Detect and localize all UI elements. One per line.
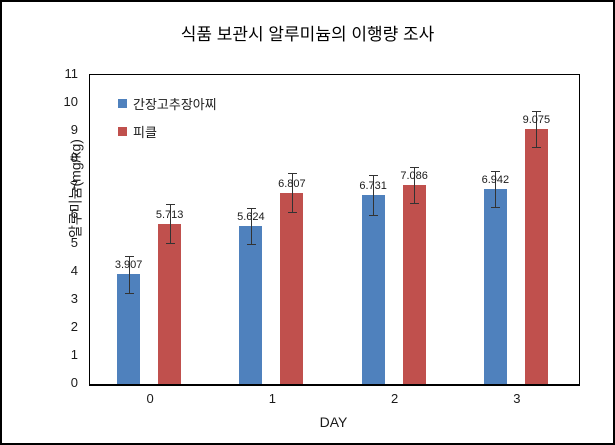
x-tick-label: 1: [268, 391, 276, 406]
error-bar-cap: [532, 110, 542, 112]
x-tick-label: 3: [513, 391, 521, 406]
value-label: 5.713: [155, 208, 184, 221]
error-bar-cap: [491, 170, 501, 172]
y-tick-label: 9: [70, 122, 78, 138]
bar-간장고추장아찌-day3: [483, 189, 507, 384]
error-bar-cap: [287, 173, 297, 175]
value-label: 6.731: [359, 179, 387, 192]
error-bar-cap: [369, 214, 379, 216]
legend-label: 간장고추장아찌: [133, 97, 217, 112]
value-label: 9.075: [522, 114, 551, 127]
bar-간장고추장아찌-day2: [361, 194, 385, 384]
plot-area: 간장고추장아찌 피클 3.907 5.624 6.731 6.942 5.713 6.80…: [89, 74, 580, 386]
error-bar-cap: [287, 212, 297, 214]
y-tick-label: 6: [70, 206, 78, 222]
error-bar: [536, 110, 538, 148]
y-tick-label: 2: [70, 318, 78, 334]
y-tick-label: 3: [70, 290, 78, 306]
y-tick-label: 1: [70, 346, 78, 362]
x-tick-label: 2: [391, 391, 399, 406]
bar-피클-day0: [158, 223, 182, 384]
error-bar-cap: [491, 207, 501, 209]
chart-title: 식품 보관시 알루미늄의 이행량 조사: [180, 25, 435, 44]
error-bar: [373, 175, 375, 215]
bar-피클-day3: [524, 129, 548, 384]
error-bar-cap: [532, 147, 542, 149]
error-bar-cap: [410, 166, 420, 168]
value-label: 5.624: [237, 211, 265, 224]
error-bar: [291, 173, 293, 213]
error-bar: [128, 255, 130, 293]
bar-간장고추장아찌-day0: [117, 274, 141, 384]
legend-swatch-icon: [118, 99, 127, 108]
bar-피클-day1: [280, 192, 304, 384]
value-label: 3.907: [114, 259, 143, 272]
error-bar-cap: [369, 175, 379, 177]
y-tick-label: 10: [63, 94, 78, 110]
y-tick-label: 4: [70, 262, 78, 278]
error-bar: [169, 203, 171, 244]
y-tick-label: 5: [70, 234, 78, 250]
value-label: 6.942: [481, 173, 510, 186]
y-tick-label: 8: [70, 150, 78, 166]
error-bar: [250, 207, 252, 245]
bar-간장고추장아찌-day1: [239, 226, 263, 384]
error-bar: [414, 166, 416, 204]
x-axis-title: DAY: [319, 414, 348, 430]
value-label: 6.807: [278, 177, 306, 190]
y-tick-label: 0: [70, 375, 78, 390]
y-tick-label: 11: [64, 66, 79, 81]
error-bar-cap: [124, 292, 134, 294]
error-bar: [495, 170, 497, 208]
error-bar-cap: [124, 255, 134, 257]
legend-label: 피클: [133, 125, 157, 140]
legend: 간장고추장아찌 피클: [118, 94, 217, 141]
x-tick-label: 0: [146, 391, 154, 406]
error-bar-cap: [165, 203, 175, 205]
error-bar-cap: [246, 207, 256, 209]
legend-swatch-icon: [118, 127, 127, 136]
error-bar-cap: [165, 243, 175, 245]
bar-피클-day2: [402, 184, 426, 384]
error-bar-cap: [246, 244, 256, 246]
legend-item: 간장고추장아찌: [118, 94, 217, 113]
y-tick-label: 7: [70, 178, 78, 194]
legend-item: 피클: [118, 122, 217, 141]
value-label: 7.086: [400, 169, 428, 182]
error-bar-cap: [410, 203, 420, 205]
